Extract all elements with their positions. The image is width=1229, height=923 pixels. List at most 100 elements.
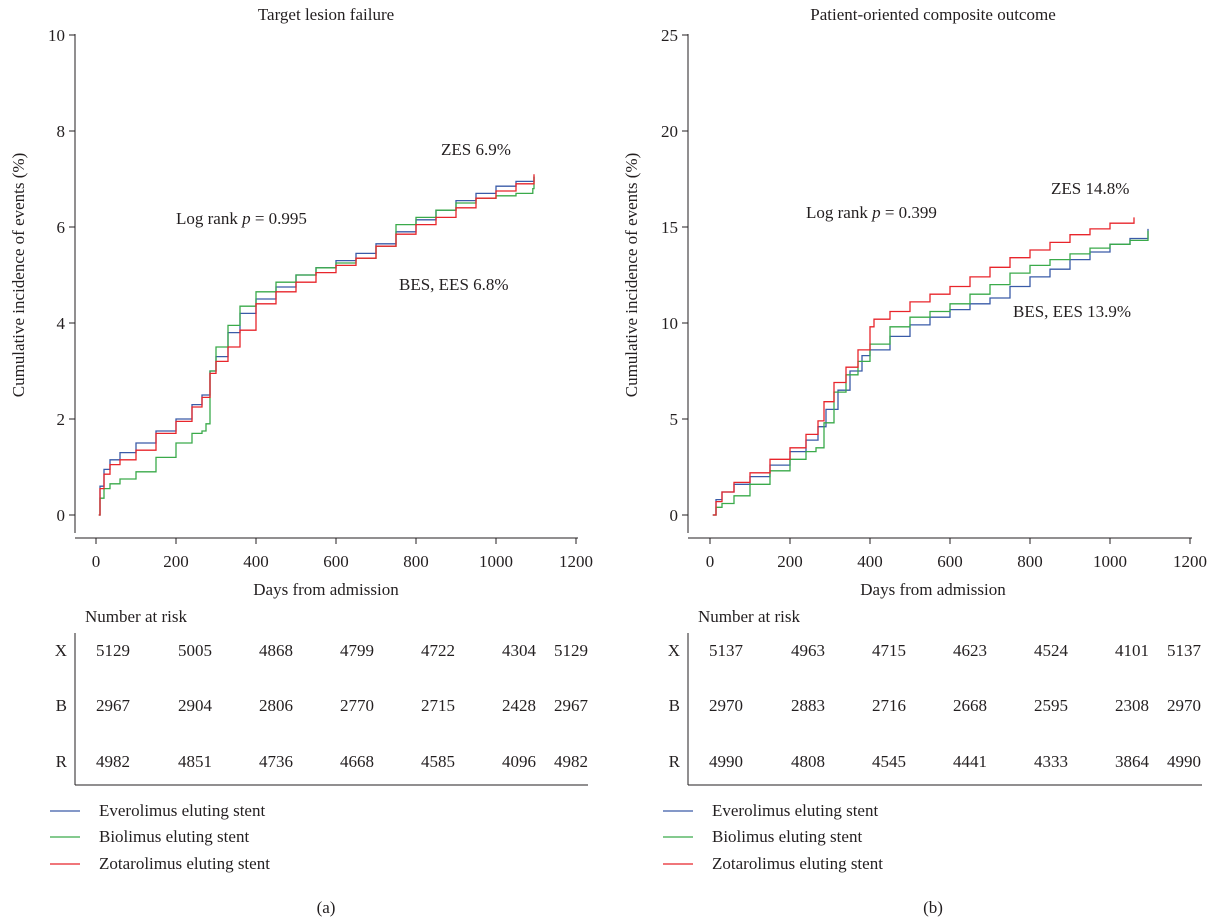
x-tick-label: 200 (163, 552, 189, 571)
risk-cell: 4982 (554, 752, 588, 771)
risk-cell: 5137 (709, 641, 744, 660)
risk-row-label: B (669, 696, 680, 715)
chart-title: Patient-oriented composite outcome (810, 5, 1056, 24)
panel-a: Target lesion failure 0 2 4 6 8 10 0 200 400 600 80… (9, 5, 593, 917)
risk-cell: 4715 (872, 641, 906, 660)
risk-cell: 4101 (1115, 641, 1149, 660)
series-line-everolimus (98, 176, 535, 516)
risk-cell: 2428 (502, 696, 536, 715)
y-tick-label: 6 (57, 218, 66, 237)
logrank-prefix: Log rank (806, 203, 872, 222)
risk-cell: 2883 (791, 696, 825, 715)
risk-cell: 4808 (791, 752, 825, 771)
x-tick-label: 1000 (479, 552, 513, 571)
risk-cell: 2967 (96, 696, 131, 715)
logrank-p: p (871, 203, 881, 222)
y-axis-label: Cumulative incidence of events (%) (622, 153, 641, 398)
bes-ees-annotation: BES, EES 6.8% (399, 275, 509, 294)
y-tick-label: 25 (661, 26, 678, 45)
risk-cell: 2967 (554, 696, 589, 715)
risk-cell: 2308 (1115, 696, 1149, 715)
risk-cell: 2904 (178, 696, 213, 715)
risk-cell: 5137 (1167, 641, 1202, 660)
risk-cell: 2595 (1034, 696, 1068, 715)
series-line-zotarolimus (98, 174, 535, 516)
x-tick-label: 400 (243, 552, 269, 571)
risk-table-title: Number at risk (85, 607, 187, 626)
risk-cell: 4585 (421, 752, 455, 771)
risk-row-label: B (56, 696, 67, 715)
panel-b: Patient-oriented composite outcome 0 5 10 15… (622, 5, 1207, 917)
risk-cell: 4722 (421, 641, 455, 660)
y-tick-label: 15 (661, 218, 678, 237)
chart-title: Target lesion failure (258, 5, 394, 24)
risk-cell: 2970 (1167, 696, 1201, 715)
y-tick-label: 10 (661, 314, 678, 333)
logrank-annotation: Log rank p = 0.995 (176, 209, 307, 228)
x-tick-label: 400 (857, 552, 883, 571)
risk-cell: 5129 (554, 641, 588, 660)
series-line-biolimus (712, 230, 1149, 516)
risk-row-label: X (668, 641, 680, 660)
risk-cell: 4524 (1034, 641, 1069, 660)
y-tick-label: 0 (57, 506, 66, 525)
risk-cell: 2970 (709, 696, 743, 715)
risk-cell: 4623 (953, 641, 987, 660)
risk-cell: 4304 (502, 641, 537, 660)
logrank-value: = 0.399 (881, 203, 937, 222)
x-tick-label: 800 (1017, 552, 1043, 571)
risk-cell: 2716 (872, 696, 906, 715)
risk-cell: 2770 (340, 696, 374, 715)
risk-cell: 2715 (421, 696, 455, 715)
y-tick-label: 10 (48, 26, 65, 45)
y-tick-label: 2 (57, 410, 66, 429)
risk-cell: 5129 (96, 641, 130, 660)
y-tick-label: 0 (670, 506, 679, 525)
y-tick-label: 8 (57, 122, 66, 141)
logrank-annotation: Log rank p = 0.399 (806, 203, 937, 222)
legend-label-biolimus: Biolimus eluting stent (99, 827, 249, 846)
risk-cell: 4990 (709, 752, 743, 771)
legend-label-biolimus: Biolimus eluting stent (712, 827, 862, 846)
risk-cell: 2806 (259, 696, 293, 715)
risk-cell: 4963 (791, 641, 825, 660)
legend-label-zotarolimus: Zotarolimus eluting stent (99, 854, 270, 873)
risk-row-label: R (669, 752, 681, 771)
x-tick-label: 0 (92, 552, 101, 571)
x-axis-label: Days from admission (860, 580, 1006, 599)
y-tick-label: 20 (661, 122, 678, 141)
x-tick-label: 600 (937, 552, 963, 571)
zes-annotation: ZES 6.9% (441, 140, 511, 159)
risk-cell: 4668 (340, 752, 374, 771)
x-tick-label: 800 (403, 552, 429, 571)
y-tick-label: 5 (670, 410, 679, 429)
x-tick-label: 1000 (1093, 552, 1127, 571)
legend-label-everolimus: Everolimus eluting stent (712, 801, 878, 820)
risk-cell: 4545 (872, 752, 906, 771)
y-axis-label: Cumulative incidence of events (%) (9, 153, 28, 398)
x-tick-label: 1200 (559, 552, 593, 571)
logrank-p: p (241, 209, 251, 228)
logrank-value: = 0.995 (251, 209, 307, 228)
panel-label: (a) (317, 898, 336, 917)
risk-row-label: R (56, 752, 68, 771)
legend-label-everolimus: Everolimus eluting stent (99, 801, 265, 820)
x-tick-label: 1200 (1173, 552, 1207, 571)
risk-cell: 4736 (259, 752, 293, 771)
risk-cell: 3864 (1115, 752, 1150, 771)
risk-cell: 4982 (96, 752, 130, 771)
risk-table-title: Number at risk (698, 607, 800, 626)
risk-cell: 4868 (259, 641, 293, 660)
x-tick-label: 0 (706, 552, 715, 571)
risk-cell: 2668 (953, 696, 987, 715)
series-line-zotarolimus (712, 217, 1135, 516)
risk-cell: 4990 (1167, 752, 1201, 771)
panel-label: (b) (923, 898, 943, 917)
risk-cell: 5005 (178, 641, 212, 660)
logrank-prefix: Log rank (176, 209, 242, 228)
series-line-everolimus (712, 228, 1149, 516)
risk-cell: 4096 (502, 752, 536, 771)
y-tick-label: 4 (57, 314, 66, 333)
risk-cell: 4851 (178, 752, 212, 771)
